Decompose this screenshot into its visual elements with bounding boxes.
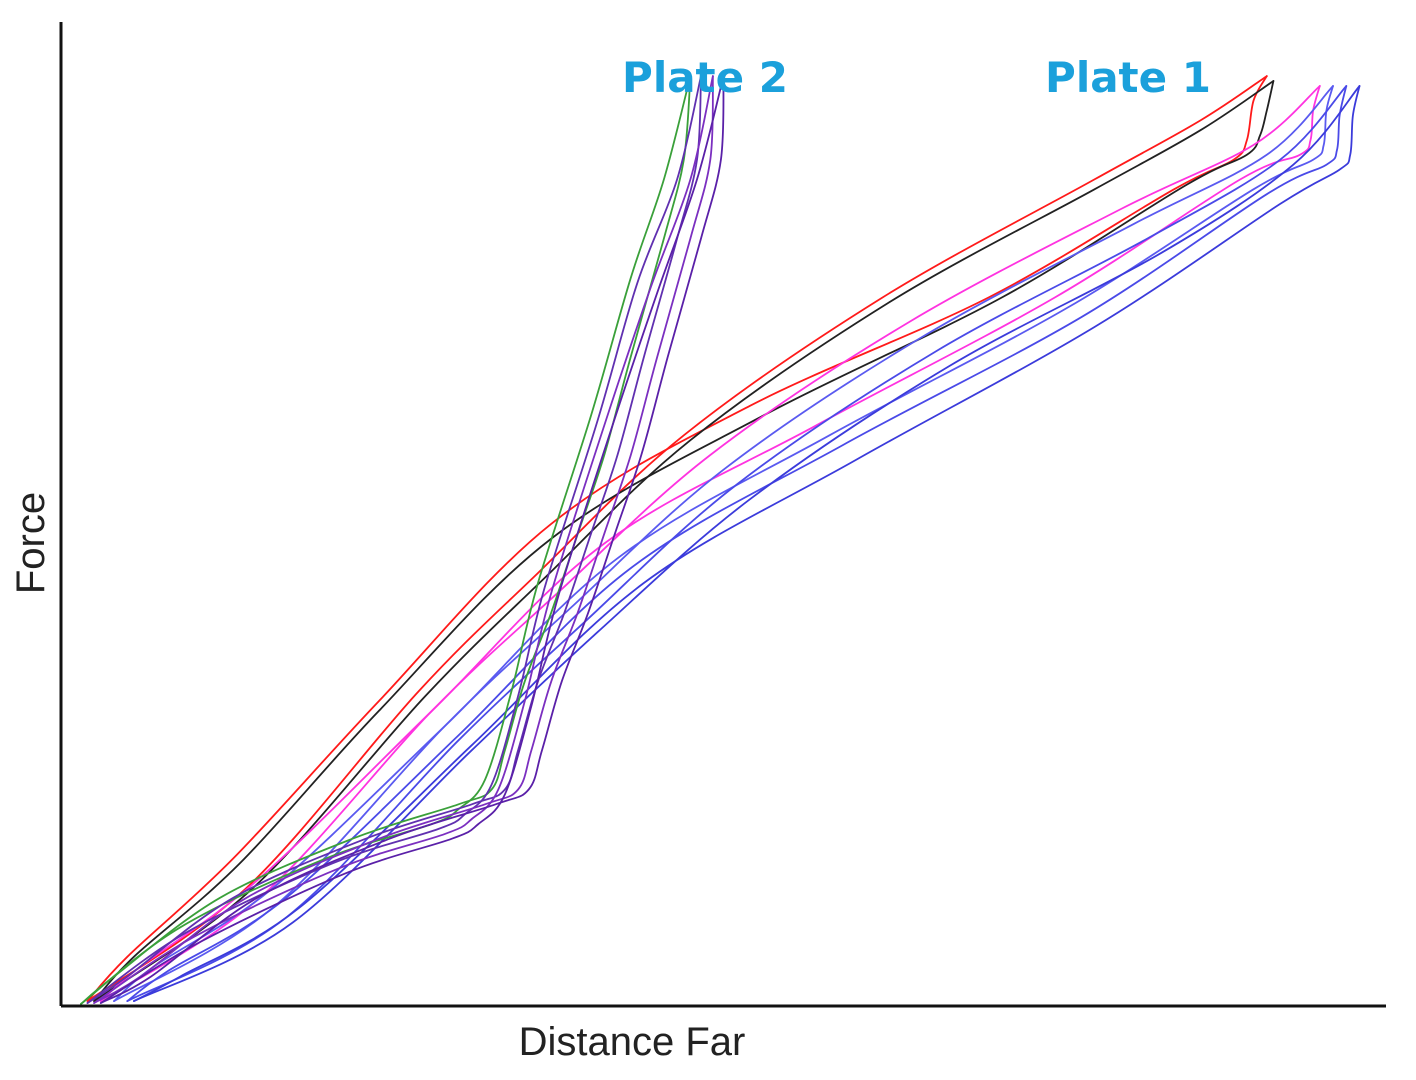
plate-1-curve-4-load [113,85,1334,1002]
y-axis-label: Force [9,492,53,594]
plate-1-curve-1-load [86,75,1268,1002]
plate-1-curve-5-unload [126,85,1348,1002]
plate-2-curve-9-unload [93,75,714,1004]
plate-1-curve-3-load [99,85,1321,1002]
plate-1-curve-5-load [126,85,1348,1002]
curves-layer [80,75,1361,1005]
plate-1-curve-1-unload [86,75,1268,1002]
plate-2-curve-7-unload [80,75,692,1005]
x-axis-label: Distance Far [519,1020,746,1064]
plate-2-label: Plate 2 [622,53,788,102]
plate-1-curve-6-unload [133,85,1361,1002]
plate-2-curve-9-load [93,75,714,1004]
plate-1-label: Plate 1 [1045,53,1211,102]
plate-1-curve-4-unload [113,85,1334,1002]
plate-2-curve-10-load [99,75,725,1004]
plate-1-curve-6-load [133,85,1361,1002]
plate-2-curve-8-unload [86,75,702,1004]
plate-2-curve-10-unload [99,75,725,1004]
plate-2-curve-7-load [80,75,692,1005]
